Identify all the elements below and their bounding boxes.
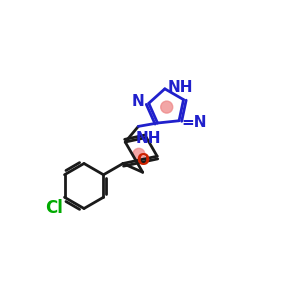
Circle shape (133, 148, 145, 160)
Text: NH: NH (135, 131, 161, 146)
Text: =N: =N (182, 115, 207, 130)
Text: NH: NH (168, 80, 193, 95)
Text: N: N (132, 94, 145, 109)
Text: Cl: Cl (45, 199, 63, 217)
Text: O: O (136, 153, 149, 168)
Circle shape (161, 101, 173, 113)
